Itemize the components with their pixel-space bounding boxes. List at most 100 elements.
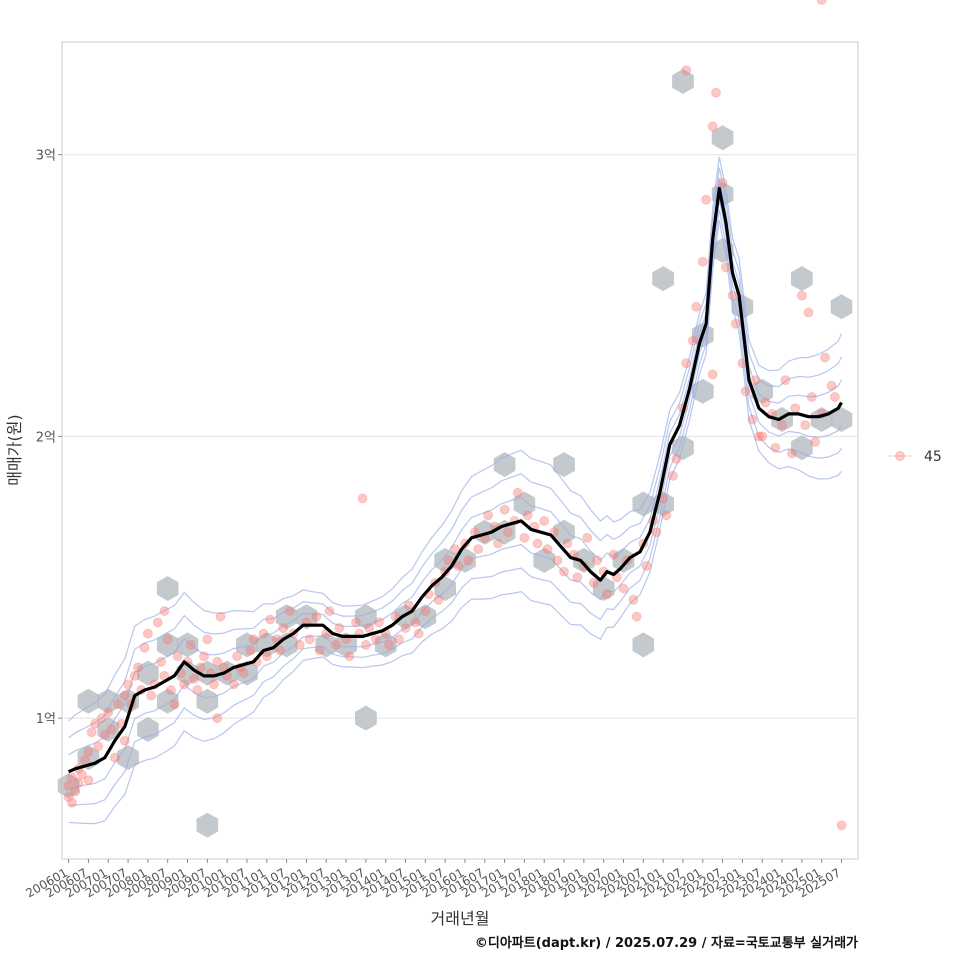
hexbin-cell [791,266,813,292]
data-point [519,532,530,543]
data-point [786,448,797,459]
data-point [502,527,513,538]
data-point [304,634,315,645]
hexbin-cell [652,266,674,292]
data-point [129,670,140,681]
hexbin-cell [77,688,100,714]
data-point [701,194,712,205]
data-point [159,606,170,617]
data-point [179,679,190,690]
data-point [608,549,619,560]
contour-line [68,156,843,722]
contour-line [68,167,843,739]
data-point [360,639,371,650]
y-tick-label: 2억 [36,430,56,445]
plot-background [61,41,859,860]
data-point [76,769,87,780]
data-point [443,555,454,566]
data-point [532,538,543,549]
hexbin-cell [592,576,615,601]
data-point [212,713,223,724]
data-point [215,611,226,622]
data-point [96,713,107,724]
data-point [552,555,563,566]
data-point [146,690,157,701]
data-point [248,634,259,645]
data-point [668,470,678,481]
data-point [539,515,550,526]
data-point [189,673,200,684]
data-point [572,572,583,583]
data-point [99,730,110,740]
legend: 45 [888,449,942,465]
data-point [829,392,840,402]
data-point [747,414,758,425]
hexbin-cell [374,632,397,658]
contour-line [68,177,843,756]
data-point [374,617,385,628]
data-point [512,487,523,498]
hexbin-cell [672,68,694,94]
hexbin-cell [275,632,298,658]
data-point [760,397,771,408]
data-point [810,437,821,447]
data-point [433,594,444,605]
data-point [208,679,219,690]
data-point [265,614,276,625]
data-point [400,623,411,633]
data-point [463,555,474,566]
hexbin-cell [196,688,219,714]
data-point [770,442,781,453]
data-point [142,628,153,639]
data-point [559,566,569,577]
data-point [113,699,124,710]
hexbin-cell [137,716,159,742]
data-point [245,645,256,656]
data-point [582,532,593,543]
hexbin-cell [57,773,80,799]
data-point [453,561,464,571]
data-point [199,651,209,662]
hexbin-cell [573,547,595,573]
data-point [169,699,180,710]
data-point [83,775,94,786]
data-point [370,634,381,645]
data-point [166,685,176,695]
hexbin-cell [711,125,734,151]
data-point [727,290,738,301]
x-axis-title: 거래년월 [431,909,490,928]
data-point [711,87,721,98]
data-point [357,493,368,504]
hexbin-cell [830,294,853,320]
hexbin-cell [493,452,516,478]
data-point [90,718,100,729]
data-point [192,685,203,695]
hexbin-cell [295,604,318,630]
data-point [238,668,249,679]
data-point [618,583,629,594]
data-point [202,634,213,645]
grid-lines [62,154,858,719]
hexbin-cell [196,660,219,686]
hexbin-cell [553,519,575,545]
data-point [800,420,811,431]
data-point [707,121,718,132]
hexbin-cell [533,547,555,573]
y-tick-label: 1억 [36,712,56,727]
data-point [185,639,196,650]
data-point [195,662,206,673]
data-point [103,707,114,718]
data-point [493,538,503,549]
data-point [602,589,612,600]
data-point [499,504,510,515]
data-point [483,510,494,521]
data-point [261,651,272,662]
data-point [631,611,642,622]
data-point [542,544,553,555]
data-point [63,780,74,791]
data-point [162,634,173,645]
data-point [720,262,731,273]
data-point [410,617,421,628]
data-point [651,527,662,538]
